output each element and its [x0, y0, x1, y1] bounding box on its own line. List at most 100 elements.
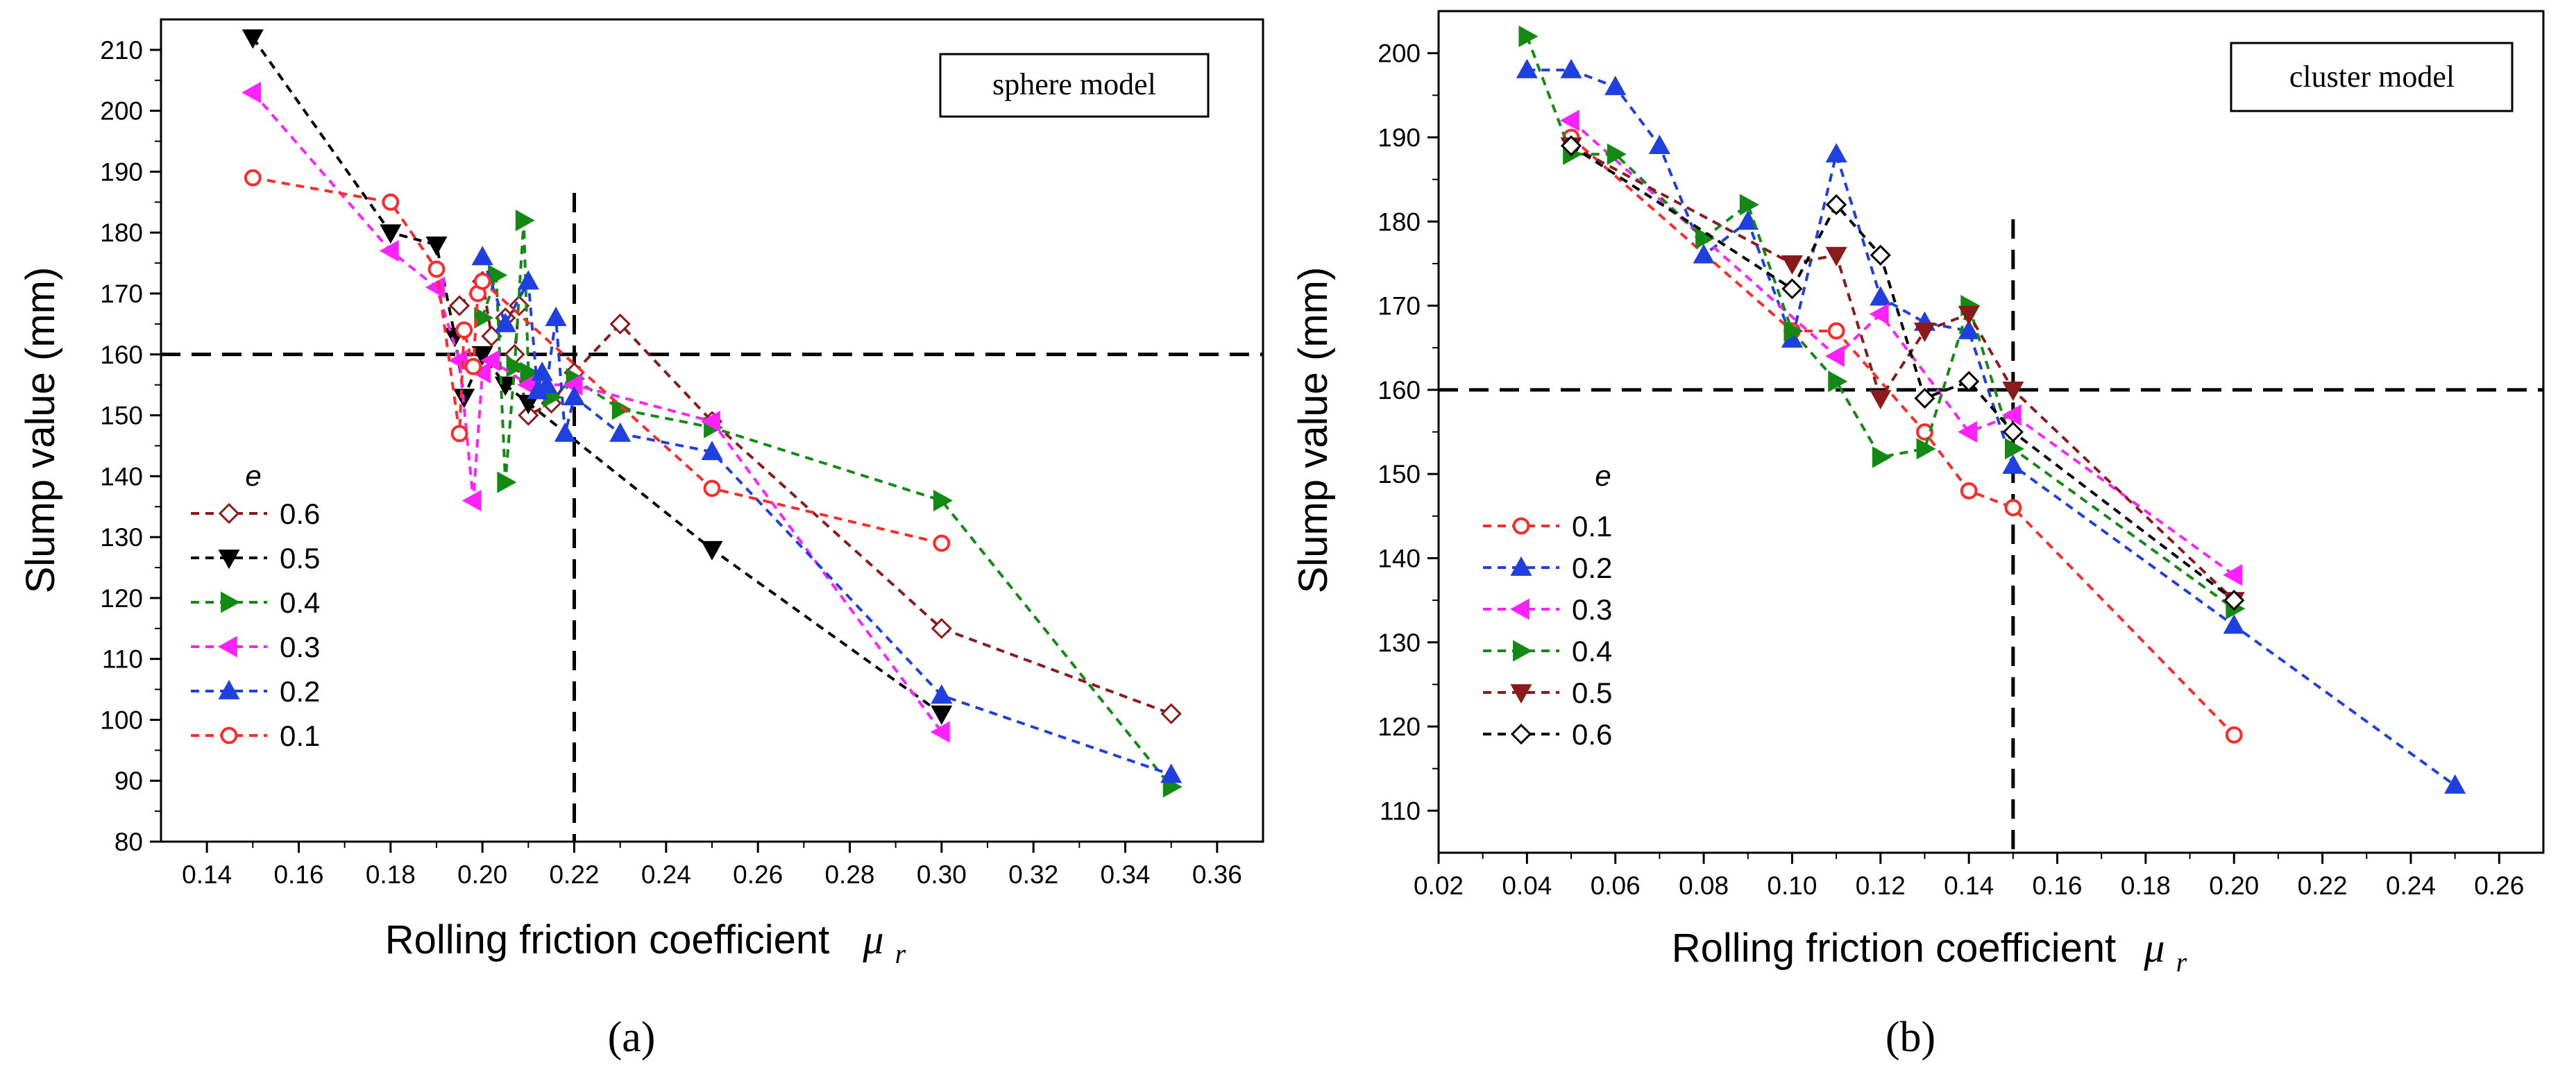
panel-a-x-tick-label: 0.28	[824, 860, 874, 889]
panel-b-y-axis-title: Slump value (mm)	[1291, 267, 1336, 594]
panel-a-x-tick-label: 0.20	[457, 860, 507, 889]
panel-a-x-tick-label: 0.14	[182, 860, 232, 889]
panel-a-data-point	[1160, 703, 1182, 724]
panel-a-sub-label: (a)	[608, 1014, 656, 1061]
panel-a-series-line-0.5	[251, 37, 942, 715]
panel-a-y-tick-label: 180	[100, 219, 143, 247]
panel-b-x-axis-title-text: Rolling friction coefficient	[1672, 926, 2116, 971]
panel-a-legend-title: e	[245, 459, 261, 492]
panel-b-series-line-0.1	[1570, 136, 2235, 736]
panel-a-data-point	[461, 489, 482, 511]
panel-b-data-point	[1783, 320, 1804, 342]
panel-a-legend-marker	[218, 679, 240, 699]
panel-a-data-point	[494, 312, 516, 332]
panel-a-data-point	[244, 169, 262, 187]
panel-a-data-point	[497, 471, 517, 493]
panel-b-data-point	[2225, 726, 2243, 744]
panel-a-y-tick-label: 100	[100, 706, 143, 734]
panel-a-x-tick-label: 0.18	[366, 860, 416, 889]
panel-b-sub-label: (b)	[1886, 1014, 1935, 1061]
panel-b-legend-item-0.6: 0.6	[1483, 718, 1612, 751]
panel-b-data-point	[1916, 438, 1936, 460]
panel-b-y-tick-label: 140	[1378, 544, 1421, 572]
panel-a-legend-label: 0.4	[280, 586, 320, 619]
panel-b-series-0.4	[1518, 25, 2246, 620]
panel-a-data-point	[520, 361, 540, 384]
panel-a-data-point	[554, 422, 576, 442]
panel-b-data-point	[2223, 614, 2245, 634]
panel-a-y-axis-title: Slump value (mm)	[18, 267, 63, 594]
panel-a-y-tick-label: 130	[100, 523, 143, 552]
panel-a-data-point	[448, 295, 471, 316]
panel-a-series-line-0.3	[251, 92, 943, 733]
panel-b-data-point	[1516, 58, 1538, 78]
panel-a-data-point	[517, 270, 539, 290]
panel-b-legend-item-0.4: 0.4	[1483, 635, 1612, 667]
panel-b-legend-title: e	[1595, 459, 1611, 492]
panel-b-legend-label: 0.2	[1572, 552, 1612, 584]
panel-b-data-point	[1872, 446, 1892, 468]
panel-a-data-point	[471, 346, 493, 366]
panel-b-series-0.5	[1560, 137, 2245, 612]
panel-a-data-point	[931, 618, 952, 639]
panel-b-legend-label: 0.1	[1572, 510, 1612, 543]
panel-a-data-point	[480, 350, 500, 372]
panel-b-x-tick-label: 0.10	[1767, 871, 1817, 900]
panel-b-data-point	[1827, 322, 1845, 340]
panel-a-y-tick-label: 140	[100, 462, 143, 491]
panel-b-data-point	[1648, 134, 1670, 154]
panel-a-data-point	[701, 541, 723, 561]
panel-b-data-point	[1560, 58, 1582, 78]
panel-a-data-point	[464, 357, 482, 375]
panel-a-x-tick-label: 0.26	[733, 860, 783, 889]
panel-a-legend-item-0.4: 0.4	[191, 586, 320, 619]
panel-a-series-0.1	[244, 169, 951, 552]
panel-a-y-tick-label: 80	[115, 828, 143, 856]
panel-a-data-point	[931, 705, 953, 725]
panel-b-data-point	[1913, 323, 1936, 343]
panel-b-x-tick-label: 0.06	[1591, 871, 1641, 900]
panel-b-x-axis-mu: μ	[2143, 925, 2164, 971]
panel-b-legend-marker	[1513, 640, 1533, 662]
panel-b-data-point	[1739, 194, 1759, 216]
panel-b-data-point	[1916, 423, 1933, 441]
panel-b-data-point	[1604, 76, 1627, 96]
panel-a-data-point	[242, 29, 264, 49]
panel-b-data-point	[1825, 143, 1847, 163]
panel-a-legend-marker	[218, 502, 240, 525]
panel-a-data-point	[518, 405, 539, 426]
panel-a-legend-marker	[220, 726, 238, 745]
panel-b-data-point	[1559, 110, 1579, 132]
panel-a-model-box: sphere model	[939, 53, 1210, 118]
panel-a-x-tick-label: 0.32	[1008, 860, 1058, 889]
panel-a-legend-item-0.3: 0.3	[191, 631, 320, 663]
panel-a-data-point	[506, 355, 526, 377]
panel-b-series-line-0.6	[1570, 144, 2235, 602]
panel-a-y-tick-label: 210	[100, 36, 143, 65]
panel-b-model-box: cluster model	[2230, 42, 2514, 112]
panel-a-data-point	[425, 236, 448, 256]
panel-a-x-tick-label: 0.34	[1100, 860, 1150, 889]
panel-a-x-tick-label: 0.30	[917, 860, 967, 889]
panel-b-series-line-0.4	[1525, 35, 2235, 610]
panel-b-legend-label: 0.4	[1572, 635, 1612, 667]
panel-a-data-point	[474, 307, 494, 329]
panel-b-x-tick-label: 0.20	[2209, 871, 2259, 900]
panel-a-x-axis-title: Rolling friction coefficient μ r	[385, 917, 906, 969]
panel-b-data-point	[1518, 25, 1539, 47]
panel-b-y-tick-label: 130	[1378, 629, 1421, 657]
panel-b-series-line-0.5	[1570, 144, 2235, 602]
panel-b-x-tick-label: 0.02	[1414, 871, 1464, 900]
panel-a-legend-item-0.1: 0.1	[191, 720, 320, 752]
panel-b-data-point	[1607, 143, 1627, 165]
panel-a-y-tick-label: 120	[100, 584, 143, 613]
panel-b-series-0.3	[1559, 110, 2243, 586]
panel-a-data-point	[701, 441, 723, 461]
panel-b-legend: e 0.1 0.2 0.3 0.4 0.5 0.6	[1483, 459, 1612, 751]
panel-b-x-tick-label: 0.26	[2474, 871, 2524, 900]
panel-b-data-point	[2004, 438, 2024, 460]
panel-a-model-label: sphere model	[992, 67, 1156, 101]
panel-a-data-point	[609, 313, 631, 335]
panel-a-legend-item-0.6: 0.6	[191, 497, 320, 530]
panel-a-series-line-0.1	[252, 176, 942, 545]
